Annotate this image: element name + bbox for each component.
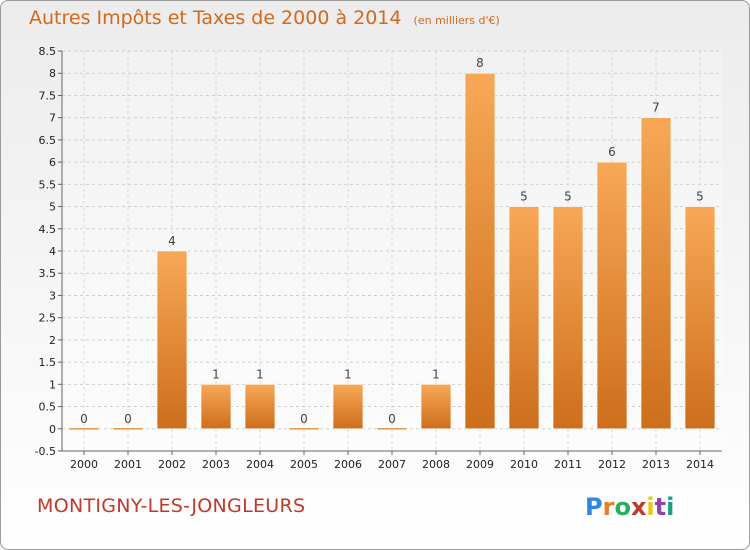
x-tick-label-2001: 2001 (114, 458, 142, 471)
y-tick-label: 7.5 (39, 89, 57, 102)
value-label-2013: 7 (652, 101, 660, 115)
value-label-2011: 5 (564, 190, 572, 204)
value-label-2008: 1 (432, 367, 440, 381)
bar-2002 (156, 250, 188, 430)
value-label-2010: 5 (520, 190, 528, 204)
x-tick-label-2012: 2012 (598, 458, 626, 471)
bar-2013 (640, 117, 672, 430)
x-tick-label-2010: 2010 (510, 458, 538, 471)
bar-2014 (684, 206, 716, 430)
y-tick-label: 4 (49, 245, 56, 258)
value-label-2007: 0 (388, 412, 396, 426)
logo-letter-o: o (614, 493, 631, 521)
y-tick-label: 1.5 (39, 356, 57, 369)
value-label-2001: 0 (124, 412, 132, 426)
y-tick-label: 0 (49, 423, 56, 436)
bar-2003 (200, 384, 232, 430)
logo-letter-x: x (630, 493, 647, 521)
x-tick-label-2009: 2009 (466, 458, 494, 471)
bar-2005 (288, 427, 320, 431)
x-tick-label-2007: 2007 (378, 458, 406, 471)
bar-2012 (596, 161, 628, 430)
value-label-2006: 1 (344, 367, 352, 381)
bar-2004 (244, 384, 276, 430)
y-tick-label: 8 (49, 67, 56, 80)
x-tick-label-2008: 2008 (422, 458, 450, 471)
bar-2006 (332, 384, 364, 430)
x-tick-label-2014: 2014 (686, 458, 714, 471)
y-tick-label: 3.5 (39, 267, 57, 280)
chart-title: Autres Impôts et Taxes de 2000 à 2014 (e… (29, 7, 500, 29)
value-label-2000: 0 (80, 412, 88, 426)
y-tick-label: -0.5 (35, 445, 56, 458)
bar-2009 (464, 72, 496, 430)
y-tick-label: 0.5 (39, 401, 57, 414)
y-tick-label: 7 (49, 112, 56, 125)
chart-title-text: Autres Impôts et Taxes de 2000 à 2014 (29, 7, 402, 29)
value-label-2002: 4 (168, 234, 176, 248)
logo-letter-t: t (654, 493, 667, 521)
chart-subtitle: (en milliers d'€) (413, 14, 500, 27)
value-label-2009: 8 (476, 56, 484, 70)
logo-letter-p: P (585, 493, 603, 521)
y-tick-label: 6 (49, 156, 56, 169)
logo-letter-i1: i (646, 493, 655, 521)
x-tick-label-2011: 2011 (554, 458, 582, 471)
x-tick-label-2003: 2003 (202, 458, 230, 471)
value-label-2004: 1 (256, 367, 264, 381)
y-tick-label: 2 (49, 334, 56, 347)
y-tick-label: 8.5 (39, 45, 57, 58)
y-tick-label: 4.5 (39, 223, 57, 236)
y-tick-label: 1 (49, 378, 56, 391)
proxiti-logo: Proxiti (585, 493, 674, 521)
y-tick-label: 3 (49, 289, 56, 302)
bar-2000 (68, 427, 100, 431)
x-tick-label-2000: 2000 (70, 458, 98, 471)
y-tick-label: 5 (49, 201, 56, 214)
value-label-2014: 5 (696, 190, 704, 204)
x-tick-label-2005: 2005 (290, 458, 318, 471)
bar-2010 (508, 206, 540, 430)
y-tick-label: 6.5 (39, 134, 57, 147)
value-label-2003: 1 (212, 367, 220, 381)
x-tick-label-2006: 2006 (334, 458, 362, 471)
bar-2008 (420, 384, 452, 430)
bar-2001 (112, 427, 144, 431)
bar-2007 (376, 427, 408, 431)
logo-letter-r: r (602, 493, 615, 521)
value-label-2005: 0 (300, 412, 308, 426)
logo-letter-i2: i (666, 493, 675, 521)
y-tick-label: 2.5 (39, 312, 57, 325)
commune-name: MONTIGNY-LES-JONGLEURS (37, 495, 306, 517)
x-tick-label-2013: 2013 (642, 458, 670, 471)
value-label-2012: 6 (608, 145, 616, 159)
y-tick-label: 5.5 (39, 178, 57, 191)
x-tick-label-2002: 2002 (158, 458, 186, 471)
x-tick-label-2004: 2004 (246, 458, 274, 471)
bar-2011 (552, 206, 584, 430)
